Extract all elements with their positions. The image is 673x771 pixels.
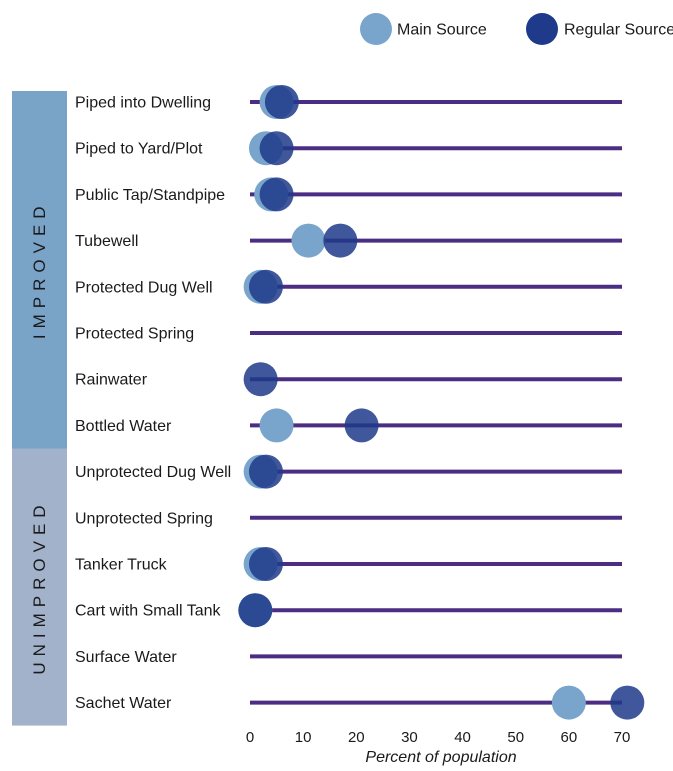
category-label: Cart with Small Tank: [75, 603, 222, 620]
category-label: Sachet Water: [75, 695, 172, 712]
group-label-improved: IMPROVED: [30, 200, 49, 339]
category-label: Protected Spring: [75, 326, 194, 343]
category-label: Tanker Truck: [75, 557, 168, 574]
category-label: Tubewell: [75, 233, 138, 250]
category-label: Unprotected Spring: [75, 510, 213, 527]
main-source-point: [259, 408, 294, 443]
x-tick-label: 60: [561, 729, 578, 746]
x-axis-title: Percent of population: [365, 749, 516, 766]
regular-source-point: [323, 223, 358, 258]
category-label: Public Tap/Standpipe: [75, 187, 225, 204]
x-tick-label: 70: [614, 729, 631, 746]
regular-source-point: [243, 362, 278, 397]
group-band-unimproved: [12, 448, 67, 726]
regular-source-point: [248, 547, 283, 581]
x-tick-label: 10: [295, 729, 312, 746]
regular-source-point: [344, 408, 379, 443]
x-tick-label: 30: [401, 729, 418, 746]
category-label: Surface Water: [75, 649, 177, 666]
x-tick-label: 50: [507, 729, 524, 746]
x-tick-label: 0: [246, 729, 254, 746]
category-label: Unprotected Dug Well: [75, 464, 231, 481]
legend-label: Main Source: [397, 22, 487, 39]
regular-source-point: [264, 85, 299, 119]
category-label: Piped into Dwelling: [75, 95, 211, 112]
category-label: Protected Dug Well: [75, 279, 213, 296]
legend-marker: [526, 13, 558, 45]
main-source-point: [291, 223, 326, 258]
x-tick-label: 20: [348, 729, 365, 746]
group-band-improved: [12, 91, 67, 449]
legend-marker: [360, 13, 392, 45]
regular-source-point: [259, 177, 294, 212]
category-label: Rainwater: [75, 372, 148, 389]
category-label: Piped to Yard/Plot: [75, 141, 203, 158]
regular-source-point: [238, 593, 273, 628]
main-source-point: [551, 685, 586, 720]
regular-source-point: [610, 685, 645, 720]
x-tick-label: 40: [454, 729, 471, 746]
category-label: Bottled Water: [75, 418, 172, 435]
group-label-unimproved: UNIMPROVED: [30, 499, 49, 674]
regular-source-point: [248, 269, 283, 304]
regular-source-point: [259, 131, 294, 166]
regular-source-point: [248, 454, 283, 489]
legend-label: Regular Source: [564, 22, 673, 39]
